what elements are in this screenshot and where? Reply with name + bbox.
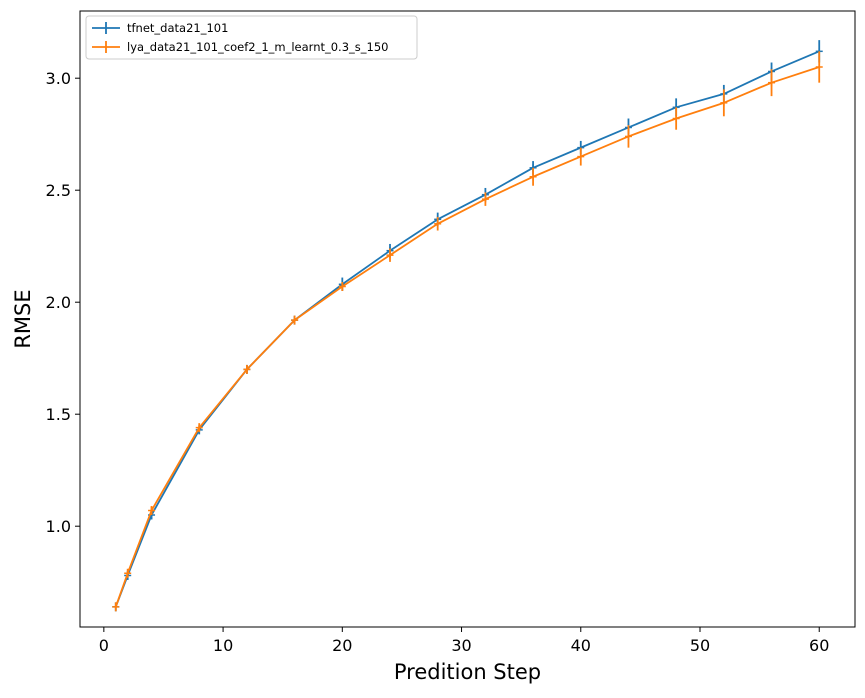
data-point <box>195 424 203 432</box>
y-axis-ticks: 1.0 1.5 2.0 2.5 3.0 <box>46 69 80 536</box>
data-point <box>481 195 489 203</box>
x-tick-label: 40 <box>571 636 591 655</box>
x-axis-ticks: 0 10 20 30 40 50 60 <box>99 627 829 655</box>
legend-frame <box>85 15 418 60</box>
plot-frame <box>79 10 856 628</box>
data-point <box>291 316 299 324</box>
legend-entry: lya_data21_101_coef2_1_m_learnt_0.3_s_15… <box>92 40 388 54</box>
data-point <box>815 63 823 71</box>
x-axis-label: Predition Step <box>394 660 541 684</box>
x-tick-label: 0 <box>99 636 109 655</box>
x-tick-label: 20 <box>332 636 352 655</box>
data-point <box>148 507 156 515</box>
data-point <box>386 251 394 259</box>
y-axis-label: RMSE <box>11 289 35 348</box>
y-tick-label: 1.0 <box>46 517 71 536</box>
data-point <box>434 220 442 228</box>
data-point <box>720 99 728 107</box>
x-tick-label: 60 <box>809 636 829 655</box>
data-point <box>529 173 537 181</box>
legend-label: lya_data21_101_coef2_1_m_learnt_0.3_s_15… <box>127 40 388 54</box>
y-tick-label: 2.0 <box>46 293 71 312</box>
series-layer <box>112 40 823 612</box>
legend: tfnet_data21_101 lya_data21_101_coef2_1_m… <box>85 15 418 60</box>
x-tick-label: 50 <box>690 636 710 655</box>
series-2 <box>112 51 823 612</box>
data-point <box>672 115 680 123</box>
legend-entries: tfnet_data21_101 lya_data21_101_coef2_1_m… <box>92 21 388 54</box>
y-tick-label: 1.5 <box>46 405 71 424</box>
data-point <box>124 569 132 577</box>
x-tick-label: 10 <box>213 636 233 655</box>
data-point <box>112 603 120 611</box>
x-tick-label: 30 <box>451 636 471 655</box>
y-tick-label: 2.5 <box>46 181 71 200</box>
data-point <box>338 283 346 291</box>
data-point <box>768 79 776 87</box>
legend-entry: tfnet_data21_101 <box>92 21 228 35</box>
data-point <box>624 132 632 140</box>
data-point <box>577 153 585 161</box>
y-tick-label: 3.0 <box>46 69 71 88</box>
legend-label: tfnet_data21_101 <box>127 21 228 35</box>
data-point <box>243 365 251 373</box>
